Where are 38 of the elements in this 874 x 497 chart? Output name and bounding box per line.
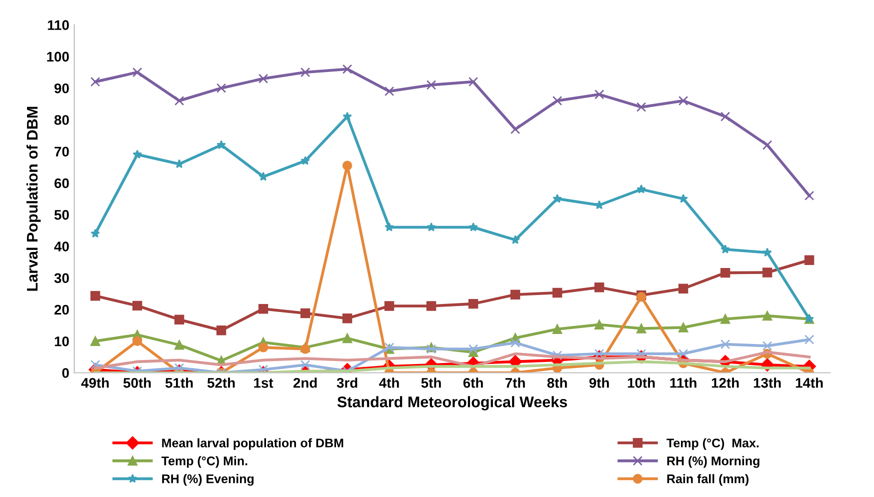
legend-label: Temp (°C) Max.: [666, 438, 759, 450]
x-tick-label: 1st: [254, 378, 274, 388]
y-tick-label: 100: [47, 52, 69, 62]
y-tick-label: 50: [54, 210, 69, 220]
y-tick-label: 80: [54, 115, 69, 125]
x-tick-label: 13th: [754, 378, 781, 388]
y-tick-label: 20: [54, 304, 69, 315]
y-axis-title: Larval Population of DBM: [26, 106, 41, 291]
x-tick-label: 3rd: [336, 378, 358, 388]
x-tick-label: 4th: [379, 378, 399, 388]
y-tick-label: 70: [54, 146, 69, 157]
y-tick-label: 40: [54, 242, 69, 252]
x-tick-label: 7th: [505, 378, 525, 388]
y-tick-label: 10: [54, 336, 69, 346]
legend-label: RH (%) Morning: [667, 456, 760, 468]
x-tick-label: 9th: [589, 378, 609, 388]
x-tick-label: 2nd: [293, 378, 317, 388]
y-tick-label: 60: [54, 178, 69, 188]
x-tick-label: 10th: [628, 378, 655, 388]
y-tick-label: 90: [54, 83, 69, 94]
x-tick-label: 52th: [207, 378, 235, 388]
x-tick-label: 6th: [463, 378, 483, 388]
x-tick-label: 51th: [165, 378, 193, 388]
legend-label: Rain fall (mm): [667, 474, 748, 486]
legend-label: Temp (°C) Min.: [161, 456, 248, 468]
legend-label: Mean larval population of DBM: [162, 438, 344, 450]
y-tick-label: 0: [62, 368, 69, 378]
x-tick-label: 12th: [712, 378, 739, 388]
x-axis-title: Standard Meteorological Weeks: [337, 396, 567, 410]
x-tick-label: 49th: [81, 378, 109, 388]
y-tick-label: 30: [54, 273, 69, 284]
legend-label: RH (%) Evening: [162, 474, 254, 486]
x-tick-label: 14th: [796, 378, 823, 388]
x-tick-label: 5th: [421, 378, 441, 388]
x-tick-label: 11th: [670, 378, 696, 388]
y-tick-label: 110: [48, 20, 69, 30]
x-tick-label: 50th: [123, 378, 151, 388]
x-tick-label: 8th: [547, 378, 567, 388]
